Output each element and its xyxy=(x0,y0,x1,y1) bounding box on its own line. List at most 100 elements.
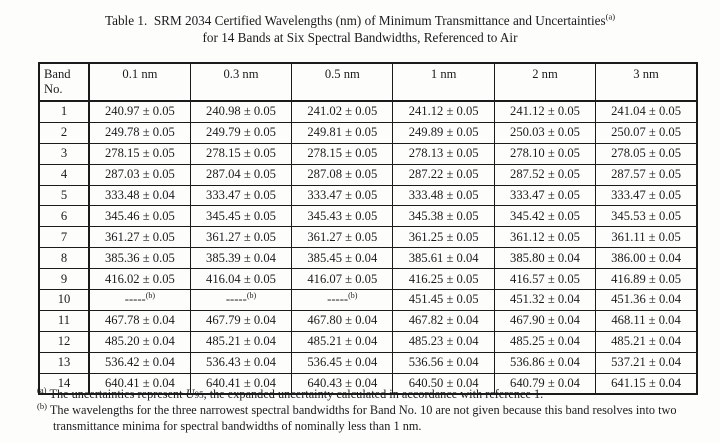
wavelength-value-cell: 485.25 ± 0.04 xyxy=(493,330,597,353)
header-row: Band No. 0.1 nm 0.3 nm 0.5 nm 1 nm 2 nm 3… xyxy=(38,62,698,102)
wavelength-value-cell: 451.32 ± 0.04 xyxy=(493,289,597,311)
wavelength-value-cell: 485.21 ± 0.04 xyxy=(595,330,698,353)
wavelength-value-cell: 640.43 ± 0.04 xyxy=(291,372,394,395)
wavelength-value-cell: 250.03 ± 0.05 xyxy=(493,121,597,144)
wavelength-value-cell: 485.21 ± 0.04 xyxy=(189,330,293,353)
wavelength-value-cell: 451.45 ± 0.05 xyxy=(392,289,495,311)
footnote-a-text: The uncertainties represent U95, the exp… xyxy=(49,387,544,401)
wavelength-value-cell: 536.42 ± 0.04 xyxy=(88,351,191,374)
wavelength-value-cell: 385.39 ± 0.04 xyxy=(189,247,293,270)
column-header-bandwidth: 0.3 nm xyxy=(189,62,293,102)
table-row: 9 416.02 ± 0.05 416.04 ± 0.05 416.07 ± 0.05… xyxy=(38,268,698,291)
wavelength-value-cell: 240.98 ± 0.05 xyxy=(189,100,293,123)
wavelength-value-cell: 241.12 ± 0.05 xyxy=(493,100,597,123)
footnote-marker-a: (a) xyxy=(37,384,47,395)
band-number-cell: 14 xyxy=(38,372,90,395)
wavelength-value-cell: 467.90 ± 0.04 xyxy=(493,309,597,332)
column-header-bandwidth: 0.1 nm xyxy=(88,62,191,102)
wavelength-value-cell: 361.12 ± 0.05 xyxy=(493,226,597,249)
caption-line-1: Table 1. SRM 2034 Certified Wavelengths … xyxy=(0,12,720,30)
wavelength-value-cell: 249.89 ± 0.05 xyxy=(392,121,495,144)
wavelength-value-cell: 278.05 ± 0.05 xyxy=(595,142,698,165)
wavelength-value-cell: 416.89 ± 0.05 xyxy=(595,268,698,291)
wavelength-value-cell: 345.38 ± 0.05 xyxy=(392,205,495,228)
table-row: 3 278.15 ± 0.05 278.15 ± 0.05 278.15 ± 0.05… xyxy=(38,142,698,165)
wavelength-value-cell: 287.08 ± 0.05 xyxy=(291,163,394,186)
wavelength-value-cell: 345.43 ± 0.05 xyxy=(291,205,394,228)
table-row: 11 467.78 ± 0.04 467.79 ± 0.04 467.80 ± 0.0… xyxy=(38,309,698,332)
wavelength-value-cell: 249.79 ± 0.05 xyxy=(189,121,293,144)
column-header-bandwidth: 3 nm xyxy=(595,62,698,102)
wavelength-value-cell: 287.04 ± 0.05 xyxy=(189,163,293,186)
band-number-cell: 7 xyxy=(38,226,90,249)
footnote-b: (b) The wavelengths for the three narrowe… xyxy=(37,402,697,434)
wavelength-value-cell: -----(b) xyxy=(291,289,394,311)
wavelength-value-cell: 287.52 ± 0.05 xyxy=(493,163,597,186)
wavelength-value-cell: 467.78 ± 0.04 xyxy=(88,309,191,332)
wavelength-value-cell: 416.25 ± 0.05 xyxy=(392,268,495,291)
band-number-cell: 9 xyxy=(38,268,90,291)
wavelength-value-cell: 361.25 ± 0.05 xyxy=(392,226,495,249)
table-row: 6 345.46 ± 0.05 345.45 ± 0.05 345.43 ± 0.05… xyxy=(38,205,698,228)
wavelength-value-cell: 361.11 ± 0.05 xyxy=(595,226,698,249)
wavelength-value-cell: 467.82 ± 0.04 xyxy=(392,309,495,332)
table-row: 1 240.97 ± 0.05 240.98 ± 0.05 241.02 ± 0.05… xyxy=(38,100,698,123)
band-number-cell: 6 xyxy=(38,205,90,228)
band-number-cell: 1 xyxy=(38,100,90,123)
wavelength-value-cell: 278.15 ± 0.05 xyxy=(189,142,293,165)
wavelength-value-cell: 278.15 ± 0.05 xyxy=(291,142,394,165)
wavelength-value-cell: 249.78 ± 0.05 xyxy=(88,121,191,144)
wavelength-value-cell: 416.04 ± 0.05 xyxy=(189,268,293,291)
wavelength-value-cell: 361.27 ± 0.05 xyxy=(189,226,293,249)
wavelength-value-cell: 333.47 ± 0.05 xyxy=(291,184,394,207)
wavelength-value-cell: 640.79 ± 0.04 xyxy=(493,372,597,395)
footnote-b-text: The wavelengths for the three narrowest … xyxy=(49,403,677,433)
band-number-cell: 5 xyxy=(38,184,90,207)
wavelength-value-cell: 287.03 ± 0.05 xyxy=(88,163,191,186)
band-number-cell: 8 xyxy=(38,247,90,270)
table-row: 13 536.42 ± 0.04 536.43 ± 0.04 536.45 ± 0.0… xyxy=(38,351,698,374)
wavelength-value-cell: 451.36 ± 0.04 xyxy=(595,289,698,311)
wavelength-value-cell: 345.42 ± 0.05 xyxy=(493,205,597,228)
wavelength-value-cell: 467.79 ± 0.04 xyxy=(189,309,293,332)
wavelength-value-cell: 241.04 ± 0.05 xyxy=(595,100,698,123)
wavelength-value-cell: -----(b) xyxy=(88,289,191,311)
table-row: 10 -----(b) -----(b) -----(b) 451.45 ± 0.05 4… xyxy=(38,289,698,311)
table-row: 7 361.27 ± 0.05 361.27 ± 0.05 361.27 ± 0.05… xyxy=(38,226,698,249)
wavelength-value-cell: 468.11 ± 0.04 xyxy=(595,309,698,332)
footnote-a: (a) The uncertainties represent U95, the … xyxy=(37,386,697,402)
footnote-marker-b: (b) xyxy=(37,400,47,411)
wavelength-value-cell: 249.81 ± 0.05 xyxy=(291,121,394,144)
band-number-cell: 4 xyxy=(38,163,90,186)
table-row: 12 485.20 ± 0.04 485.21 ± 0.04 485.21 ± 0.0… xyxy=(38,330,698,353)
wavelength-value-cell: 333.47 ± 0.05 xyxy=(595,184,698,207)
wavelength-value-cell: 485.23 ± 0.04 xyxy=(392,330,495,353)
column-header-bandwidth: 1 nm xyxy=(392,62,495,102)
wavelength-value-cell: 287.57 ± 0.05 xyxy=(595,163,698,186)
wavelength-value-cell: -----(b) xyxy=(189,289,293,311)
wavelength-value-cell: 333.48 ± 0.04 xyxy=(88,184,191,207)
table-row: 2 249.78 ± 0.05 249.79 ± 0.05 249.81 ± 0.05… xyxy=(38,121,698,144)
wavelength-value-cell: 241.12 ± 0.05 xyxy=(392,100,495,123)
caption-line-2: for 14 Bands at Six Spectral Bandwidths,… xyxy=(202,29,518,45)
table-row: 8 385.36 ± 0.05 385.39 ± 0.04 385.45 ± 0.04… xyxy=(38,247,698,270)
wavelength-value-cell: 240.97 ± 0.05 xyxy=(88,100,191,123)
wavelength-value-cell: 385.80 ± 0.04 xyxy=(493,247,597,270)
band-number-cell: 13 xyxy=(38,351,90,374)
wavelength-value-cell: 467.80 ± 0.04 xyxy=(291,309,394,332)
band-number-cell: 10 xyxy=(38,289,90,311)
wavelength-value-cell: 278.13 ± 0.05 xyxy=(392,142,495,165)
footnote-ref-b: (b) xyxy=(246,291,257,301)
wavelength-value-cell: 485.20 ± 0.04 xyxy=(88,330,191,353)
wavelength-value-cell: 385.36 ± 0.05 xyxy=(88,247,191,270)
footnote-ref-b: (b) xyxy=(348,291,358,301)
wavelength-value-cell: 333.48 ± 0.05 xyxy=(392,184,495,207)
wavelength-table: Band No. 0.1 nm 0.3 nm 0.5 nm 1 nm 2 nm 3… xyxy=(38,62,698,396)
wavelength-value-cell: 250.07 ± 0.05 xyxy=(595,121,698,144)
u95-subscript: 95 xyxy=(194,390,204,400)
band-number-cell: 12 xyxy=(38,330,90,353)
wavelength-value-cell: 345.45 ± 0.05 xyxy=(189,205,293,228)
wavelength-value-cell: 241.02 ± 0.05 xyxy=(291,100,394,123)
wavelength-value-cell: 536.86 ± 0.04 xyxy=(493,351,597,374)
